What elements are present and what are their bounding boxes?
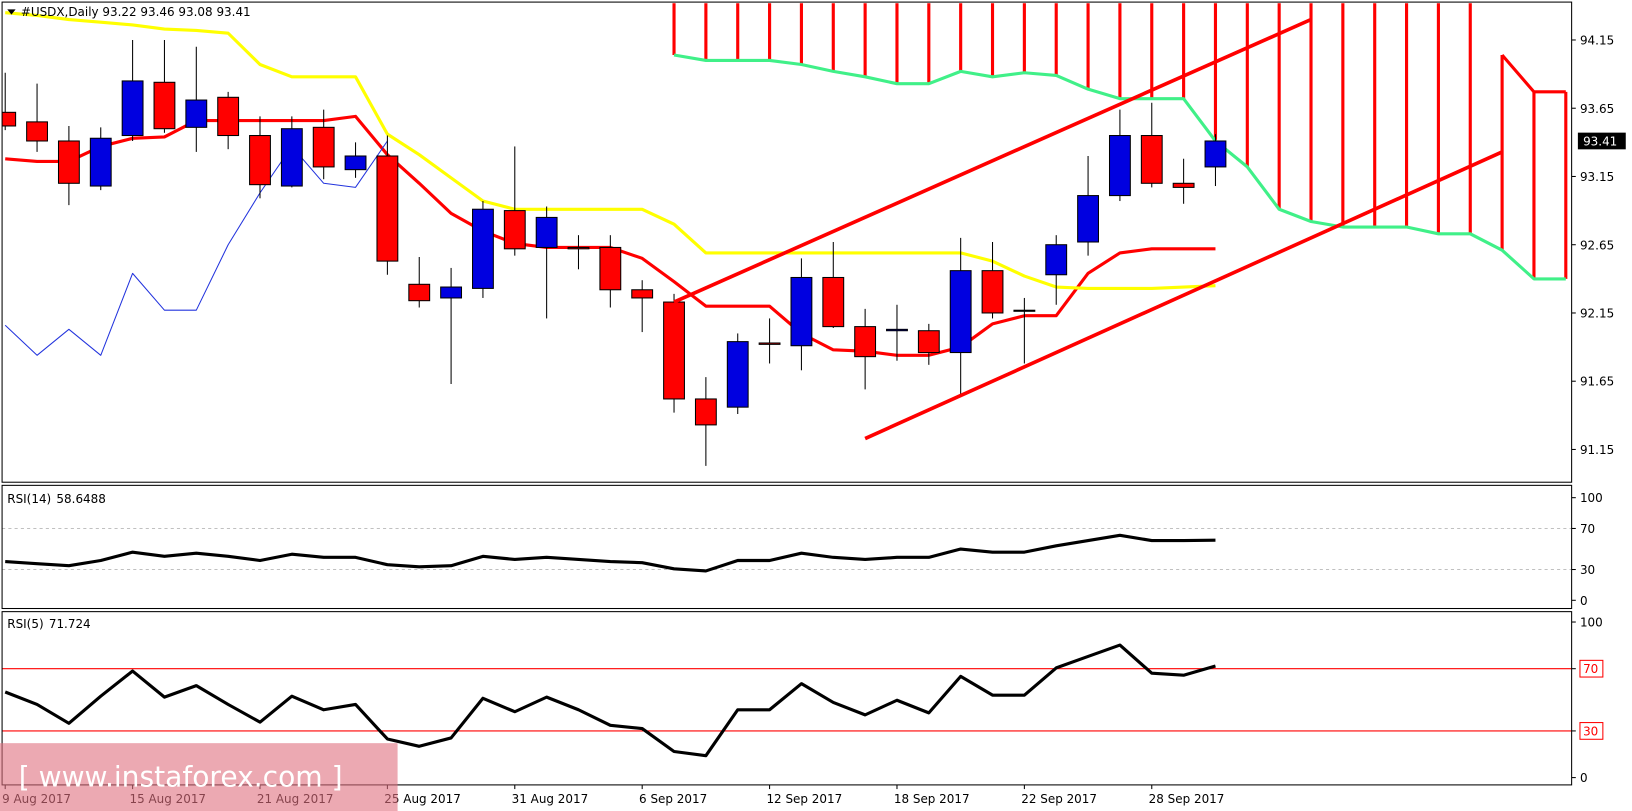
y-tick-label: 93.15 — [1580, 170, 1614, 184]
indicator-line — [673, 53, 1566, 281]
candle-body — [949, 270, 972, 354]
current-price: 93.41 — [1583, 135, 1617, 149]
watermark-group: [ www.instaforex.com ] — [0, 743, 398, 811]
candle-body — [1045, 244, 1068, 276]
indicator-value: 71.724 — [49, 617, 91, 631]
level-label-box — [1579, 722, 1604, 740]
x-tick-label: 31 Aug 2017 — [512, 792, 589, 806]
candle-body — [535, 216, 558, 248]
y-tick-label: 92.65 — [1580, 238, 1614, 252]
candle-body — [472, 208, 494, 289]
y-tick-label: 100 — [1580, 616, 1603, 630]
rsi5-frame — [1, 611, 1573, 786]
candle-body — [408, 283, 431, 302]
candle-body — [694, 398, 717, 426]
y-tick-label: 30 — [1583, 724, 1598, 738]
candle-body — [312, 126, 335, 168]
x-tick-label: 12 Sep 2017 — [766, 792, 842, 806]
indicator-line — [1500, 53, 1566, 94]
y-tick-label: 94.15 — [1580, 34, 1614, 48]
indicator-line — [5, 11, 1216, 290]
candle-body — [249, 135, 271, 186]
menu-arrow[interactable] — [7, 9, 16, 15]
y-tick-label: 100 — [1580, 491, 1603, 505]
indicator-line — [5, 533, 1216, 573]
x-tick-label: 6 Sep 2017 — [639, 792, 707, 806]
price-panel — [2, 3, 1568, 466]
candle-body — [854, 326, 877, 358]
price-frame — [1, 1, 1573, 483]
candle-body — [1204, 140, 1227, 168]
rsi14-frame — [1, 484, 1573, 610]
candle-body — [822, 276, 845, 328]
y-tick-label: 0 — [1580, 771, 1588, 785]
trend-line — [673, 17, 1312, 304]
candle-body — [1077, 195, 1099, 243]
x-tick-label: 18 Sep 2017 — [894, 792, 970, 806]
y-tick-label: 91.15 — [1580, 443, 1614, 457]
candle-body — [1140, 135, 1163, 184]
candle-body — [440, 286, 463, 299]
candle-body — [917, 330, 940, 354]
x-tick-label: 22 Sep 2017 — [1021, 792, 1097, 806]
y-tick-label: 30 — [1580, 563, 1595, 577]
y-tick-label: 92.15 — [1580, 307, 1614, 321]
indicator-title: RSI(5) 71.724 — [7, 617, 90, 631]
chart-title: #USDX,Daily 93.22 93.46 93.08 93.41 — [21, 5, 251, 19]
candle-body — [121, 80, 144, 137]
candle-body — [981, 270, 1004, 314]
candle-body — [726, 341, 749, 408]
candle-body — [1108, 135, 1131, 197]
candle-body — [567, 246, 590, 250]
candle-body — [185, 99, 208, 128]
indicator-title: RSI(14) 58.6488 — [7, 491, 106, 505]
y-tick-label: 0 — [1580, 594, 1588, 608]
y-tick-label: 70 — [1583, 662, 1598, 676]
candle-body — [503, 210, 526, 250]
rsi14-panel — [2, 527, 1572, 573]
candle-body — [153, 81, 176, 130]
candle-body — [376, 155, 399, 262]
price-box — [1577, 132, 1626, 150]
candle-body — [1172, 182, 1195, 188]
x-tick-label: 25 Aug 2017 — [384, 792, 461, 806]
indicator-value: 58.6488 — [56, 491, 105, 505]
candle-body — [599, 246, 622, 291]
level-label-box — [1579, 659, 1604, 678]
candle-body — [89, 137, 112, 187]
candle-body — [2, 111, 17, 127]
candle-body — [280, 128, 303, 187]
candle-body — [790, 276, 813, 347]
candle-body — [663, 301, 685, 400]
candle-body — [57, 140, 80, 184]
indicator-line — [4, 140, 388, 356]
y-tick-label: 93.65 — [1580, 102, 1614, 116]
candle-body — [886, 328, 908, 332]
trend-line — [864, 150, 1503, 441]
y-tick-label: 91.65 — [1580, 375, 1614, 389]
candle-body — [26, 121, 48, 142]
watermark-box — [0, 743, 398, 811]
y-tick-label: 70 — [1580, 522, 1595, 536]
rsi5-panel — [2, 643, 1572, 758]
indicator-line — [4, 643, 1216, 758]
indicator-name: RSI(14) — [7, 491, 51, 505]
candle-body — [631, 289, 654, 299]
watermark: [ www.instaforex.com ] — [19, 761, 343, 794]
candle-body — [1013, 309, 1036, 312]
indicator-name: RSI(5) — [7, 617, 43, 631]
candle-body — [758, 342, 781, 345]
candle-body — [344, 155, 367, 171]
candle-body — [217, 96, 240, 137]
x-tick-label: 28 Sep 2017 — [1149, 792, 1225, 806]
